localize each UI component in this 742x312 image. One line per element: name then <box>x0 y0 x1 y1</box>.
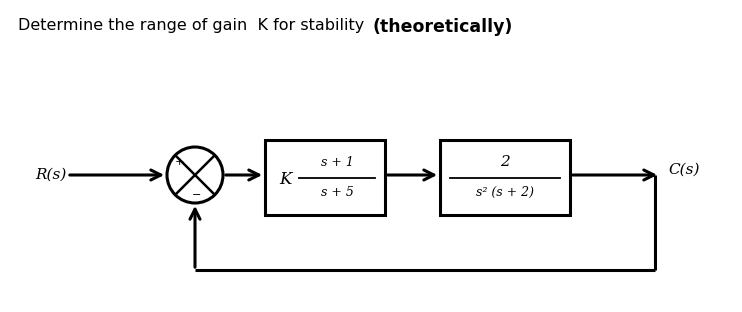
Text: 2: 2 <box>500 155 510 169</box>
Text: K: K <box>279 171 292 188</box>
Bar <box>265 140 385 215</box>
Bar <box>440 140 570 215</box>
Text: s² (s + 2): s² (s + 2) <box>476 186 534 199</box>
Text: R(s): R(s) <box>35 168 66 182</box>
Text: s + 5: s + 5 <box>321 186 353 199</box>
Text: C(s): C(s) <box>668 163 700 177</box>
Text: Determine the range of gain  K for stability: Determine the range of gain K for stabil… <box>18 18 375 33</box>
Text: +: + <box>175 157 184 168</box>
Text: s + 1: s + 1 <box>321 156 353 169</box>
Text: −: − <box>191 190 201 200</box>
Text: (theoretically): (theoretically) <box>373 18 513 36</box>
